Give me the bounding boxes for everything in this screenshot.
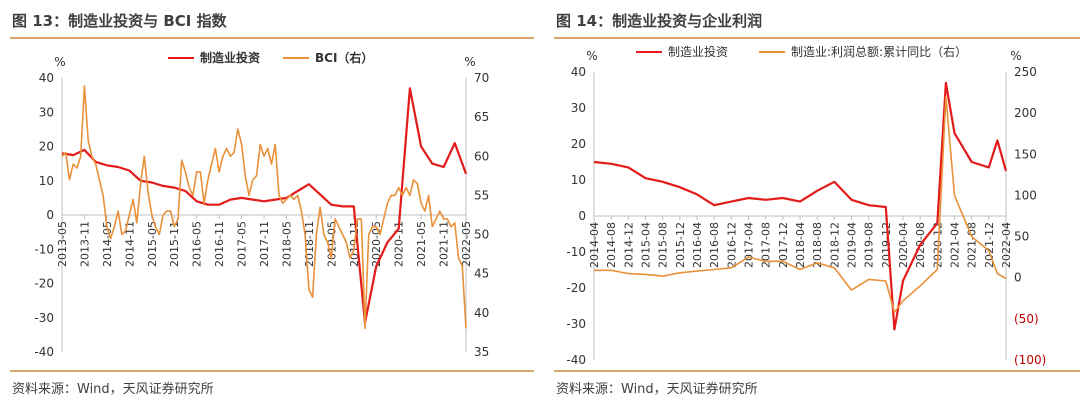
- source-note: 资料来源：Wind，天风证券研究所: [12, 382, 214, 397]
- x-tick-label: 2018-04: [794, 222, 807, 268]
- x-tick-label: 2013-05: [56, 221, 69, 267]
- x-tick-label: 2019-05: [325, 221, 338, 267]
- right-unit-label: %: [1010, 49, 1021, 63]
- y-left-tick-label: 40: [39, 71, 54, 85]
- x-tick-label: 2016-04: [691, 222, 704, 268]
- x-tick-label: 2015-05: [146, 221, 159, 267]
- source-note: 资料来源：Wind，天风证券研究所: [556, 382, 758, 397]
- y-right-tick-label: 250: [1014, 65, 1037, 79]
- x-tick-label: 2022-04: [1000, 222, 1013, 268]
- legend-label: 制造业投资: [200, 50, 260, 65]
- x-tick-label: 2019-04: [846, 222, 859, 268]
- y-right-tick-label: (50): [1014, 312, 1039, 326]
- x-tick-label: 2014-05: [101, 221, 114, 267]
- y-right-tick-label: 45: [474, 267, 489, 281]
- title-rule: [554, 37, 1080, 39]
- x-tick-label: 2021-04: [949, 222, 962, 268]
- y-left-tick-label: -30: [566, 317, 586, 331]
- y-left-tick-label: 10: [39, 174, 54, 188]
- y-right-tick-label: 50: [1014, 230, 1029, 244]
- panel-manufacturing-profit: 图 14：制造业投资与企业利润 %% 40 30 20 10 0 -10 -20 -30 -40 2…: [544, 0, 1080, 410]
- y-left-tick-label: -40: [566, 353, 586, 367]
- left-unit-label: %: [586, 49, 597, 63]
- x-tick-label: 2017-05: [236, 221, 249, 267]
- panel-title: 图 13：制造业投资与 BCI 指数: [12, 12, 227, 30]
- x-tick-label: 2016-12: [725, 222, 738, 268]
- x-tick-label: 2021-11: [438, 221, 451, 267]
- x-tick-label: 2018-08: [811, 222, 824, 268]
- y-right-tick-label: (100): [1014, 353, 1046, 367]
- y-right-tick-label: 50: [474, 228, 489, 242]
- x-tick-label: 2013-11: [78, 221, 91, 267]
- y-left-tick-label: 30: [39, 105, 54, 119]
- x-tick-label: 2022-05: [460, 221, 473, 267]
- y-right-tick-label: 40: [474, 306, 489, 320]
- y-right-tick-label: 0: [1014, 271, 1022, 285]
- x-tick-label: 2015-12: [674, 222, 687, 268]
- legend-label: 制造业:利润总额:累计同比（右）: [791, 44, 967, 59]
- x-tick-label: 2018-12: [828, 222, 841, 268]
- x-tick-label: 2014-08: [605, 222, 618, 268]
- x-tick-label: 2017-04: [743, 222, 756, 268]
- left-unit-label: %: [54, 55, 65, 69]
- series-line-bci: [61, 84, 467, 330]
- series-line-profit-yoy: [594, 95, 1007, 314]
- legend-label: 制造业投资: [668, 44, 728, 59]
- y-left-tick-label: -10: [566, 245, 586, 259]
- y-left-tick-label: 30: [571, 101, 586, 115]
- y-left-tick-label: 0: [578, 209, 586, 223]
- y-right-tick-label: 60: [474, 149, 489, 163]
- y-right-tick-label: 65: [474, 110, 489, 124]
- x-tick-label: 2016-05: [191, 221, 204, 267]
- x-tick-label: 2014-12: [622, 222, 635, 268]
- panel-title: 图 14：制造业投资与企业利润: [556, 12, 763, 30]
- legend-label: BCI（右）: [315, 50, 373, 65]
- y-right-tick-label: 35: [474, 345, 489, 359]
- chart-manufacturing-vs-bci: % %403020100-10-20-30-4070656055504540352…: [34, 50, 489, 359]
- x-tick-label: 2017-12: [777, 222, 790, 268]
- y-right-tick-label: 70: [474, 71, 489, 85]
- x-tick-label: 2014-11: [123, 221, 136, 267]
- x-tick-label: 2021-05: [415, 221, 428, 267]
- x-tick-label: 2015-11: [168, 221, 181, 267]
- y-left-tick-label: -10: [34, 242, 54, 256]
- source-rule: [10, 370, 534, 372]
- y-left-tick-label: 0: [46, 208, 54, 222]
- right-unit-label: %: [464, 55, 475, 69]
- chart-manufacturing-vs-profit: % %403020100-10-20-30-40250200150100500(5…: [566, 44, 1046, 367]
- y-right-tick-label: 200: [1014, 106, 1037, 120]
- x-tick-label: 2018-05: [280, 221, 293, 267]
- x-tick-label: 2015-04: [640, 222, 653, 268]
- y-left-tick-label: -40: [34, 345, 54, 359]
- x-tick-label: 2016-11: [213, 221, 226, 267]
- y-left-tick-label: 20: [571, 137, 586, 151]
- y-left-tick-label: -20: [34, 277, 54, 291]
- series-line-manufacturing-investment: [593, 81, 1008, 331]
- y-right-tick-label: 55: [474, 188, 489, 202]
- x-tick-label: 2016-08: [708, 222, 721, 268]
- series-line-manufacturing-investment: [61, 87, 468, 324]
- y-left-tick-label: 40: [571, 65, 586, 79]
- source-rule: [554, 370, 1080, 372]
- x-tick-label: 2017-11: [258, 221, 271, 267]
- y-right-tick-label: 150: [1014, 147, 1037, 161]
- y-left-tick-label: 20: [39, 140, 54, 154]
- title-rule: [10, 37, 534, 39]
- x-tick-label: 2017-08: [760, 222, 773, 268]
- panel-manufacturing-bci: 图 13：制造业投资与 BCI 指数 %% 40 30 20 10 0 -10 -20 -30-…: [0, 0, 534, 410]
- y-left-tick-label: -30: [34, 311, 54, 325]
- x-tick-label: 2014-04: [588, 222, 601, 268]
- y-left-tick-label: -20: [566, 281, 586, 295]
- x-tick-label: 2020-04: [897, 222, 910, 268]
- x-tick-label: 2021-12: [983, 222, 996, 268]
- x-tick-label: 2021-08: [966, 222, 979, 268]
- x-tick-label: 2019-08: [863, 222, 876, 268]
- y-right-tick-label: 100: [1014, 188, 1037, 202]
- y-left-tick-label: 10: [571, 173, 586, 187]
- x-tick-label: 2015-08: [657, 222, 670, 268]
